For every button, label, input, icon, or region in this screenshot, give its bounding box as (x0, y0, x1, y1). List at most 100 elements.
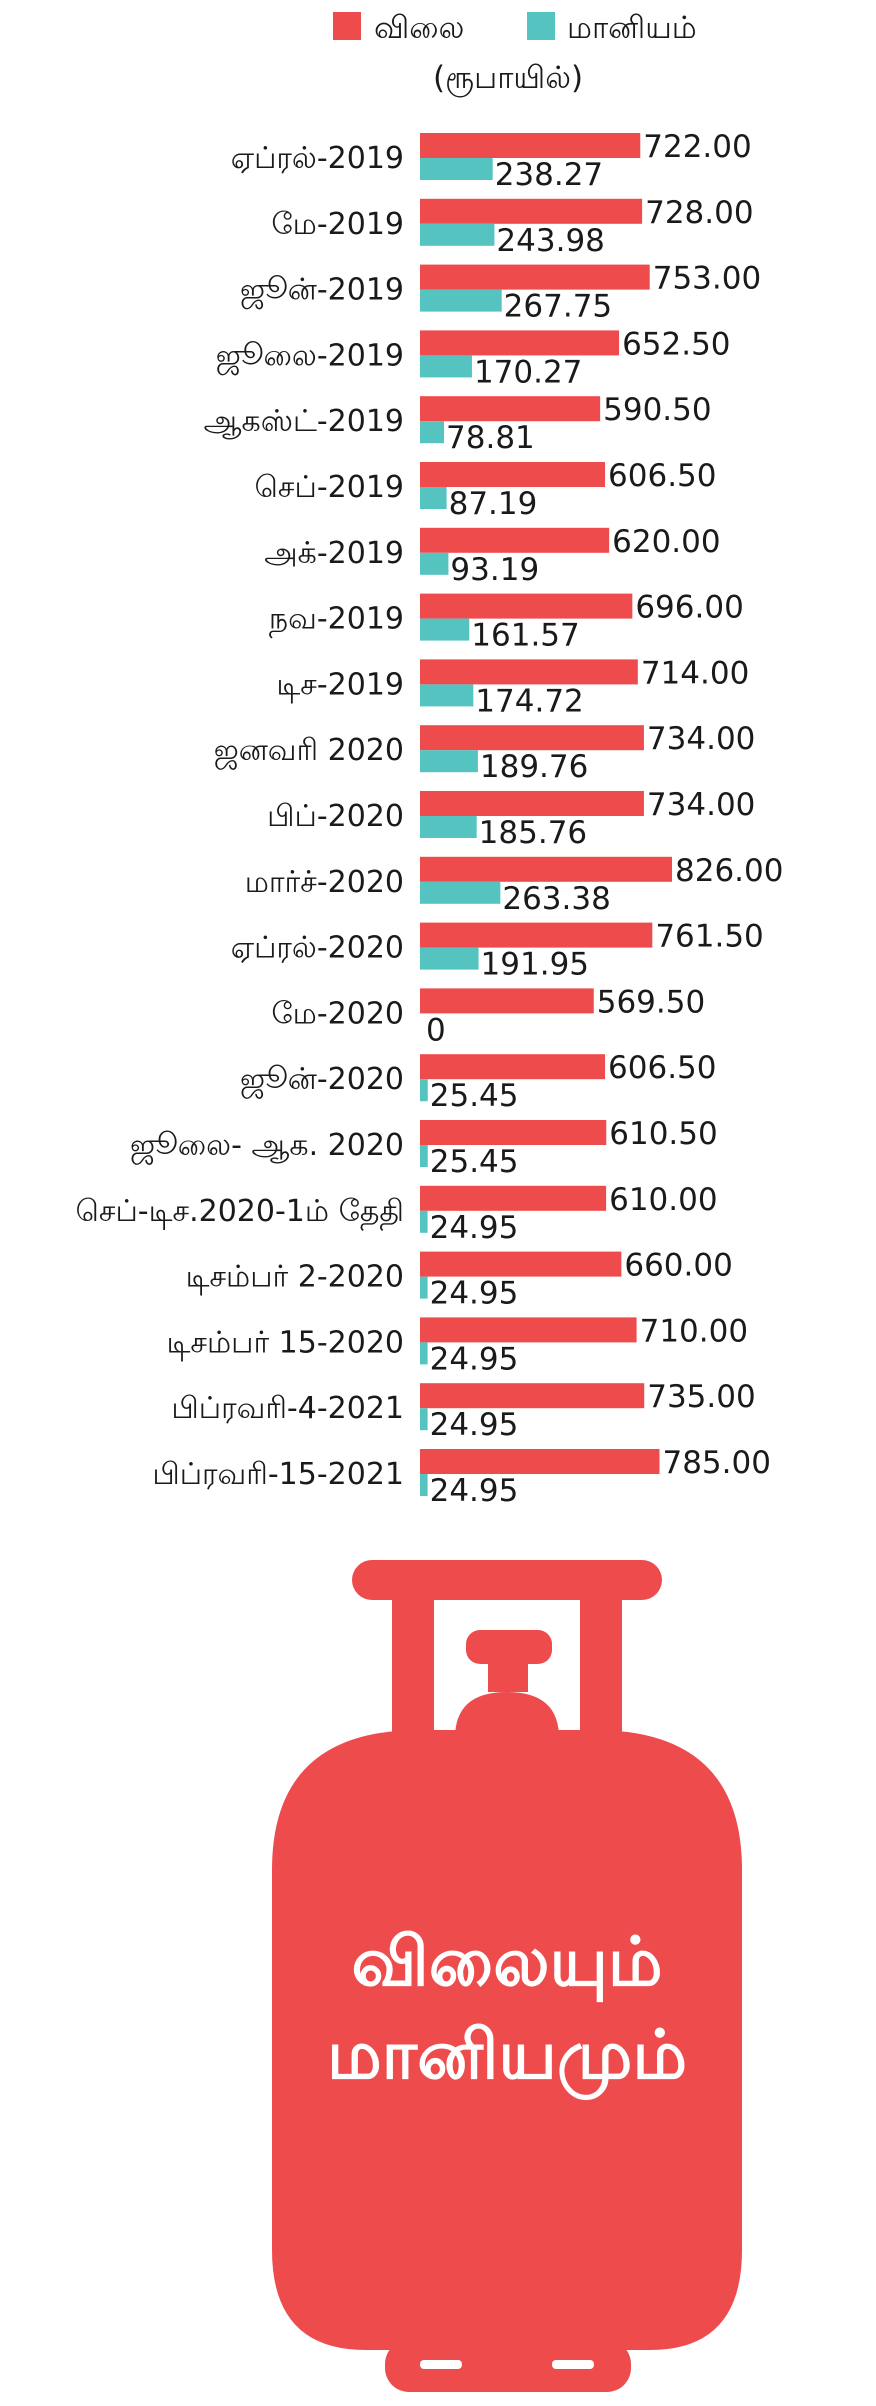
legend: விலை மானியம் (ரூபாயில்) (333, 10, 697, 97)
legend-price-label: விலை (374, 10, 464, 46)
price-value-label: 660.00 (624, 1248, 732, 1284)
category-label: அக்-2019 (264, 536, 404, 571)
price-bar (420, 330, 620, 356)
subsidy-value-label: 174.72 (475, 683, 583, 719)
subsidy-bar (420, 289, 502, 312)
category-label: மே-2020 (271, 996, 404, 1031)
subsidy-bar (420, 750, 478, 773)
subsidy-value-label: 189.76 (480, 749, 588, 785)
category-label: நவ-2019 (269, 602, 404, 639)
category-label: பிப்-2020 (267, 799, 404, 834)
price-bar (420, 856, 672, 882)
price-value-label: 714.00 (641, 655, 749, 691)
subsidy-value-label: 263.38 (502, 881, 610, 917)
subsidy-value-label: 161.57 (471, 618, 579, 654)
price-value-label: 569.50 (597, 984, 705, 1020)
subsidy-value-label: 78.81 (446, 420, 535, 456)
price-value-label: 606.50 (608, 1050, 716, 1086)
subsidy-bar (420, 1210, 428, 1233)
unit-label: (ரூபாயில்) (433, 60, 583, 97)
category-label: ஜூன்-2019 (240, 273, 404, 310)
subsidy-value-label: 0 (426, 1012, 446, 1048)
subsidy-value-label: 24.95 (430, 1407, 519, 1443)
price-bar (420, 462, 606, 487)
price-bar (420, 198, 643, 224)
category-label: செப்-2019 (255, 470, 404, 505)
subsidy-bar (420, 1276, 428, 1299)
subsidy-value-label: 24.95 (430, 1276, 519, 1312)
legend-subsidy-swatch (527, 12, 555, 40)
price-bar (420, 1185, 607, 1211)
price-value-label: 735.00 (647, 1379, 755, 1415)
subsidy-bar (420, 947, 479, 970)
category-label: ஜனவரி 2020 (214, 733, 404, 770)
price-value-label: 590.50 (603, 392, 711, 428)
price-bar (420, 396, 601, 422)
subsidy-bar (420, 1145, 428, 1167)
price-bar (420, 1054, 606, 1080)
subsidy-value-label: 87.19 (449, 486, 538, 522)
price-bar (420, 264, 650, 290)
subsidy-value-label: 238.27 (495, 157, 603, 193)
subsidy-value-label: 267.75 (504, 289, 612, 325)
gas-cylinder-graphic: விலையும் மானியமும் (272, 1560, 742, 2392)
price-bar (420, 1251, 622, 1277)
price-value-label: 753.00 (653, 261, 761, 297)
category-label: மே-2019 (271, 207, 404, 242)
price-bar (420, 133, 641, 158)
price-value-label: 696.00 (635, 590, 743, 626)
subsidy-bar (420, 223, 495, 246)
graphic-title-line1: விலையும் (351, 1923, 662, 2003)
category-label: செப்-டிச.2020-1ம் தேதி (76, 1194, 405, 1231)
price-value-label: 785.00 (662, 1445, 770, 1481)
subsidy-value-label: 185.76 (479, 815, 587, 851)
price-value-label: 710.00 (640, 1313, 748, 1349)
price-bar (420, 1120, 607, 1145)
category-label: டிசம்பர் 15-2020 (166, 1325, 404, 1361)
legend-subsidy-label: மானியம் (567, 10, 697, 46)
price-bar (420, 1449, 660, 1474)
subsidy-bar (420, 421, 445, 444)
price-value-label: 610.00 (609, 1182, 717, 1218)
price-bar (420, 593, 633, 619)
price-bar (420, 725, 644, 751)
price-bar (420, 791, 644, 816)
bar-chart: விலை மானியம் (ரூபாயில்) ஏப்ரல்-2019 722.0… (76, 10, 784, 1509)
price-bar (420, 922, 653, 948)
price-value-label: 722.00 (643, 129, 751, 165)
subsidy-bar (420, 881, 501, 904)
subsidy-bar (420, 816, 477, 838)
subsidy-value-label: 25.45 (430, 1078, 519, 1114)
category-label: ஜூன்-2020 (240, 1062, 404, 1099)
subsidy-value-label: 93.19 (450, 552, 539, 588)
price-value-label: 734.00 (647, 787, 755, 823)
category-label: ஜூலை- ஆக. 2020 (130, 1128, 404, 1165)
price-value-label: 652.50 (622, 326, 730, 362)
price-value-label: 610.50 (609, 1116, 717, 1152)
subsidy-value-label: 191.95 (481, 947, 589, 983)
subsidy-value-label: 24.95 (430, 1210, 519, 1246)
price-value-label: 734.00 (647, 721, 755, 757)
subsidy-bar (420, 158, 493, 180)
subsidy-bar (420, 1079, 428, 1102)
price-bar (420, 527, 610, 553)
price-bar (420, 659, 638, 685)
gas-cylinder-icon (272, 1560, 742, 2392)
price-value-label: 728.00 (645, 195, 753, 231)
category-label: டிசம்பர் 2-2020 (186, 1260, 404, 1296)
price-bar (420, 1383, 645, 1409)
subsidy-bar (420, 618, 470, 641)
graphic-title-line2: மானியமும் (327, 2016, 687, 2101)
price-value-label: 761.50 (655, 919, 763, 955)
subsidy-bar (420, 552, 449, 575)
legend-price-swatch (333, 12, 361, 40)
subsidy-value-label: 243.98 (496, 223, 604, 259)
price-value-label: 620.00 (612, 524, 720, 560)
price-bar (420, 988, 594, 1014)
category-label: ஏப்ரல்-2020 (231, 931, 404, 966)
subsidy-value-label: 170.27 (474, 354, 582, 390)
subsidy-bar (420, 487, 447, 509)
subsidy-value-label: 24.95 (430, 1341, 519, 1377)
category-label: ஆகஸ்ட்-2019 (204, 404, 404, 439)
